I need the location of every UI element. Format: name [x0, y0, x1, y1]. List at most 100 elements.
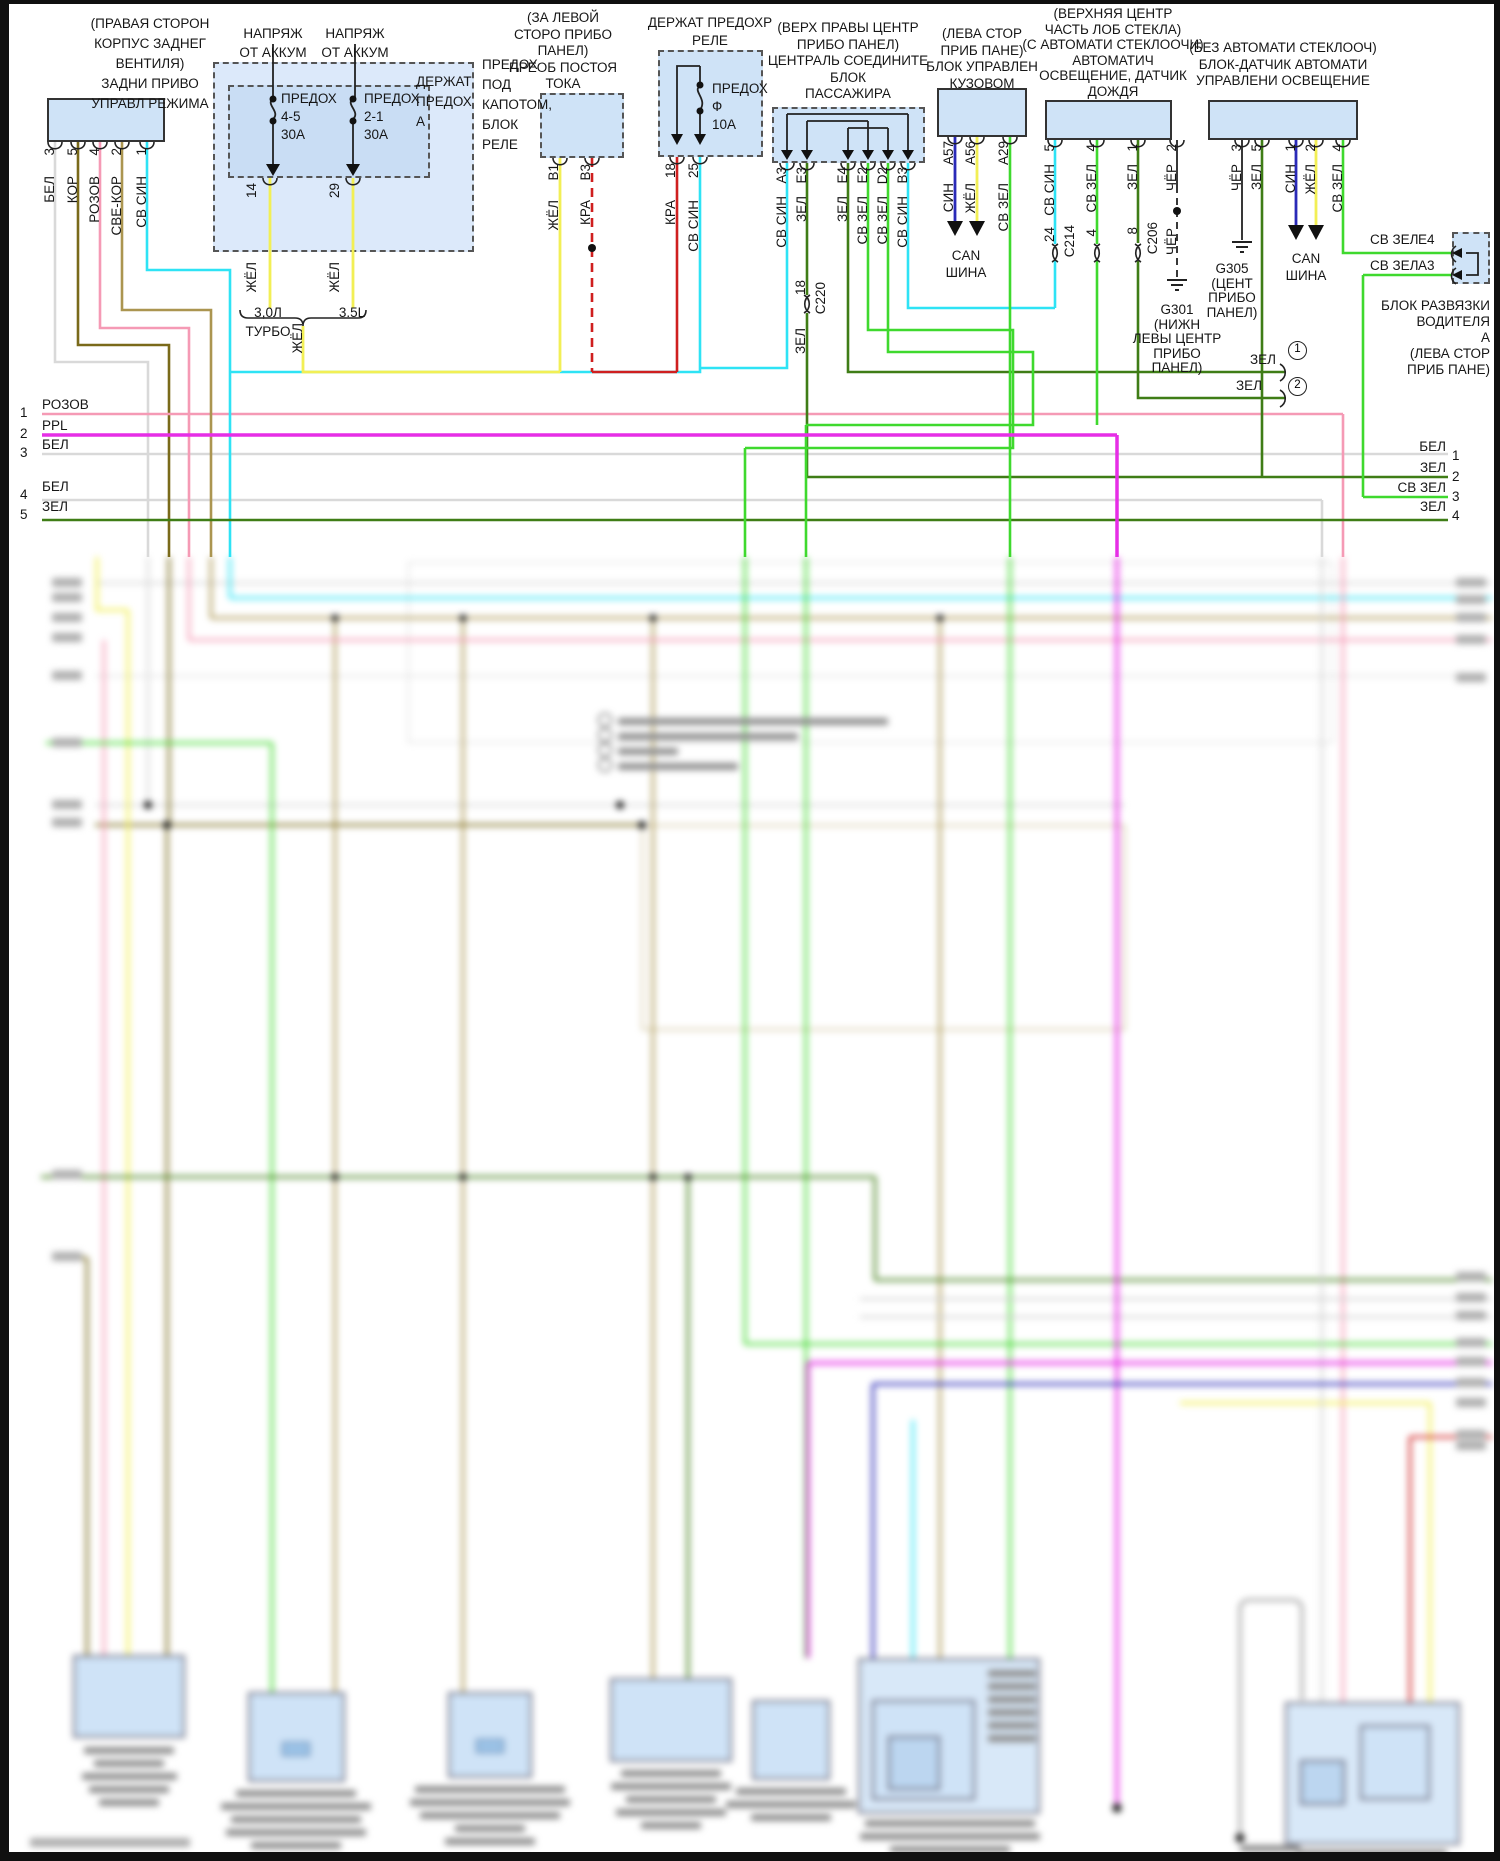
- fuse_block-text-line: 2-1: [364, 109, 384, 124]
- relay_holder-label-2: 18: [663, 163, 678, 179]
- converter-label-4: КРА: [578, 200, 593, 225]
- battery-label-1: НАПРЯЖ ОТ АККУМ: [321, 24, 388, 62]
- passenger-label-11: СВ ЗЕЛ: [875, 196, 890, 245]
- fuse_block-text-line: БЛОК: [482, 117, 519, 132]
- blurred-text: [1456, 1398, 1486, 1407]
- blurred-text: [1240, 1845, 1300, 1852]
- blurred-text: [1456, 1293, 1486, 1302]
- blurred-text: [1456, 595, 1486, 604]
- blurred-text: [1456, 1430, 1486, 1439]
- fuse_block-label-4: 14: [244, 183, 259, 199]
- frame-bottom: [0, 1852, 1500, 1861]
- blurred-lower-diagram: [0, 557, 1500, 1861]
- passenger-label-4: Е2: [855, 167, 870, 184]
- battery-text-line: НАПРЯЖ: [325, 26, 385, 41]
- rain_sensor-label-8: ЧЁР: [1164, 164, 1179, 192]
- left_bus-label-2: 3: [20, 445, 28, 460]
- frame-left: [0, 0, 9, 1861]
- rain_sensor-text-line: ЧАСТЬ ЛОБ СТЕКЛА): [1044, 21, 1182, 37]
- right_bus-label-3: ЗЕЛ: [1419, 499, 1446, 514]
- bcm-text-line: CAN: [951, 248, 981, 263]
- driver_junction-label-4: БЛОК РАЗВЯЗКИ ВОДИТЕЛЯ А (ЛЕВА СТОР ПРИБ ПАН…: [1381, 298, 1490, 378]
- legend-circle: [598, 758, 612, 772]
- passenger-label-13: 18: [793, 280, 808, 296]
- fuse_block-label-8: 3,0Л ТУРБО: [245, 303, 290, 341]
- fuse_block-text-line: 30А: [364, 127, 389, 142]
- dc-converter-box: [540, 93, 624, 158]
- blurred-text: [618, 718, 888, 725]
- rain_sensor-label-11: 4: [1084, 229, 1099, 237]
- fuse_block-text-line: ПРЕДОХ: [364, 91, 420, 106]
- splices-label-3: ЗЕЛ: [1236, 378, 1263, 393]
- fuse_block-label-9: 3.5L: [339, 303, 365, 322]
- converter-label-3: ЖЁЛ: [546, 200, 561, 231]
- driver_junction-label-3: А3: [1418, 258, 1435, 273]
- rain-sensor-box: [1045, 100, 1172, 140]
- right_bus-label-0: БЕЛ: [1419, 439, 1446, 454]
- driver_junction-text-line: (ЛЕВА СТОР: [1409, 346, 1490, 361]
- relay_holder-label-3: 25: [686, 163, 701, 179]
- component-box-7-inner: [1300, 1760, 1345, 1805]
- left_bus-label-9: ЗЕЛ: [42, 499, 69, 514]
- driver_junction-label-1: Е4: [1418, 232, 1435, 247]
- driver_junction-text-line: БЛОК РАЗВЯЗКИ: [1381, 298, 1490, 313]
- relay_holder-label-0: ДЕРЖАТ ПРЕДОХР РЕЛЕ: [648, 14, 772, 50]
- wiring-graphics-blurred: [41, 557, 1492, 1843]
- splices-label-2: ЗЕЛ: [1250, 352, 1277, 367]
- rear_drive-text-line: ЗАДНИ ПРИВО: [101, 76, 199, 91]
- auto_light-label-10: СВ ЗЕЛ: [1330, 164, 1345, 213]
- auto_light-label-3: 1: [1283, 144, 1298, 152]
- rear_drive-label-0: (ПРАВАЯ СТОРОН КОРПУС ЗАДНЕГ ВЕНТИЛЯ) ЗАДНИ…: [91, 14, 210, 114]
- blurred-text: [1456, 1338, 1486, 1347]
- right_bus-label-4: 1: [1452, 448, 1460, 463]
- frame-right: [1494, 0, 1500, 1861]
- bcm-label-2: А56: [963, 141, 978, 166]
- rear_drive-text-line: ВЕНТИЛЯ): [115, 56, 185, 71]
- rain_sensor-text-line: ПАНЕЛ): [1151, 360, 1203, 375]
- converter-text-line: ПРЕОБ ПОСТОЯ: [509, 59, 617, 75]
- auto_light-text-line: УПРАВЛЕНИ ОСВЕЩЕНИЕ: [1196, 73, 1370, 88]
- component-box-6-inner2: [888, 1736, 940, 1790]
- rear_drive-label-5: 1: [134, 148, 149, 156]
- rain_sensor-text-line: ДОЖДЯ: [1087, 83, 1139, 99]
- fuse_block-label-6: ЖЁЛ: [244, 262, 259, 293]
- bcm-label-4: СИН: [941, 183, 956, 213]
- blurred-text: [1456, 1311, 1486, 1320]
- rear_drive-label-10: СВ СИН: [134, 176, 149, 228]
- battery-text-line: ОТ АККУМ: [239, 45, 307, 60]
- blurred-text: [860, 1833, 1040, 1840]
- rear_drive-label-6: БЕЛ: [42, 176, 57, 203]
- blurred-text: [420, 1812, 560, 1819]
- relay_holder-text-line: ПРЕДОХ: [712, 81, 768, 96]
- body-control-module-box: [937, 88, 1027, 137]
- bcm-text-line: ПРИБ ПАНЕ): [940, 42, 1024, 58]
- blurred-text: [626, 1796, 716, 1803]
- passenger-label-3: Е4: [835, 167, 850, 184]
- left_bus-label-6: PPL: [42, 418, 68, 433]
- auto_light-label-12: CAN ШИНА: [1286, 250, 1327, 284]
- rain_sensor-label-3: 1: [1125, 144, 1140, 152]
- rain_sensor-label-1: 5: [1042, 144, 1057, 152]
- auto_light-label-6: ЧЁР: [1229, 164, 1244, 192]
- fuse_block-label-0: ДЕРЖАТ ПРЕДОХ А: [416, 72, 472, 132]
- auto_light-label-2: 5: [1249, 144, 1264, 152]
- fuse_block-label-5: 29: [327, 183, 342, 199]
- driver_junction-label-0: СВ ЗЕЛ: [1370, 232, 1419, 247]
- blurred-text: [1456, 613, 1486, 622]
- rain_sensor-label-14: ЧЁР: [1164, 228, 1179, 256]
- rear_drive-text-line: (ПРАВАЯ СТОРОН: [90, 16, 210, 31]
- right_bus-label-6: 3: [1452, 489, 1460, 504]
- relay_holder-text-line: РЕЛЕ: [692, 33, 728, 48]
- passenger-text-line: ЦЕНТРАЛЬ СОЕДИНИТЕ: [767, 53, 929, 68]
- blurred-text: [988, 1709, 1036, 1716]
- auto_light-text-line: (БЕЗ АВТОМАТИ СТЕКЛООЧ): [1189, 40, 1377, 55]
- blurred-text: [52, 1252, 82, 1261]
- rear_drive-label-2: 5: [65, 148, 80, 156]
- relay_holder-text-line: 10А: [712, 117, 737, 132]
- converter-text-line: (ЗА ЛЕВОЙ: [526, 10, 600, 25]
- battery-text-line: ОТ АККУМ: [321, 45, 389, 60]
- fuse_block-text-line: ДЕРЖАТ: [416, 74, 472, 89]
- left_bus-label-4: 5: [20, 507, 28, 522]
- fuse_block-text-line: 30А: [281, 127, 306, 142]
